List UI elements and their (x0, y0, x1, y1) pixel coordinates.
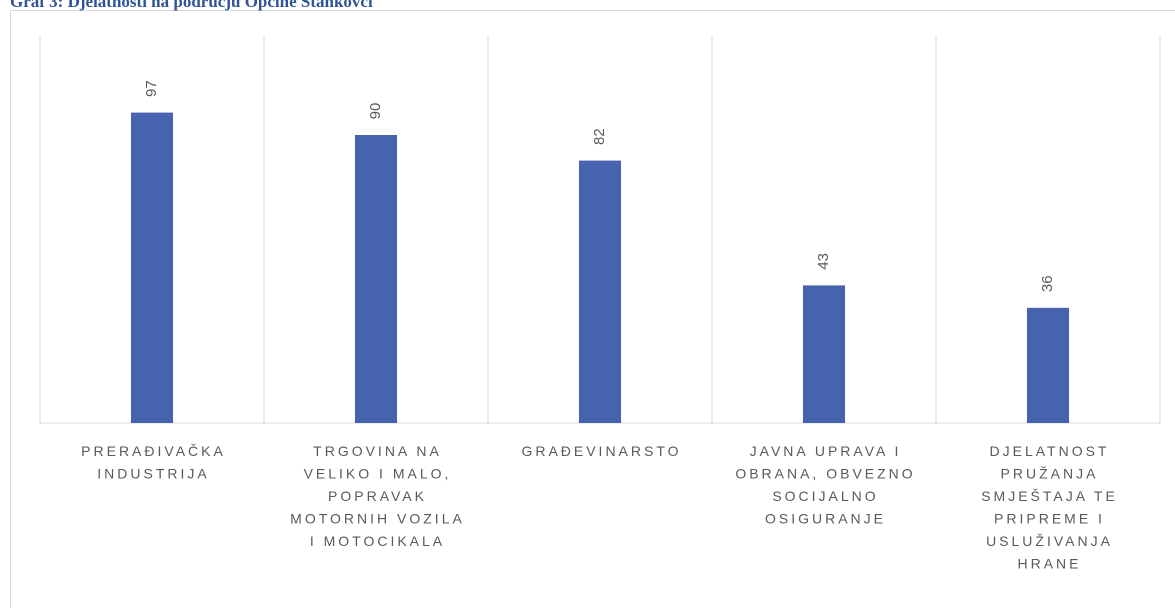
data-label: 36 (1039, 275, 1056, 292)
x-tick-label: PRERAĐIVAČKA INDUSTRIJA (81, 443, 226, 482)
bar (579, 160, 621, 423)
x-tick-label: JAVNA UPRAVA I OBRANA, OBVEZNO SOCIJALNO OS… (735, 443, 915, 527)
bar (1027, 307, 1069, 423)
x-tick-label: GRAĐEVINARSTO (521, 443, 681, 459)
chart-title: Graf 3: Djelatnosti na području Općine S… (10, 0, 373, 11)
bar (803, 285, 845, 423)
data-label: 43 (815, 253, 832, 270)
x-tick-label: DJELATNOST PRUŽANJA SMJEŠTAJA TE PRIPREME I… (981, 443, 1118, 572)
bar (355, 135, 397, 423)
x-tick-label: TRGOVINA NA VELIKO I MALO, POPRAVAK MOTORNI… (290, 443, 465, 549)
data-label: 90 (367, 103, 384, 120)
data-label: 97 (143, 80, 160, 97)
bar (131, 112, 173, 423)
data-label: 82 (591, 128, 608, 145)
